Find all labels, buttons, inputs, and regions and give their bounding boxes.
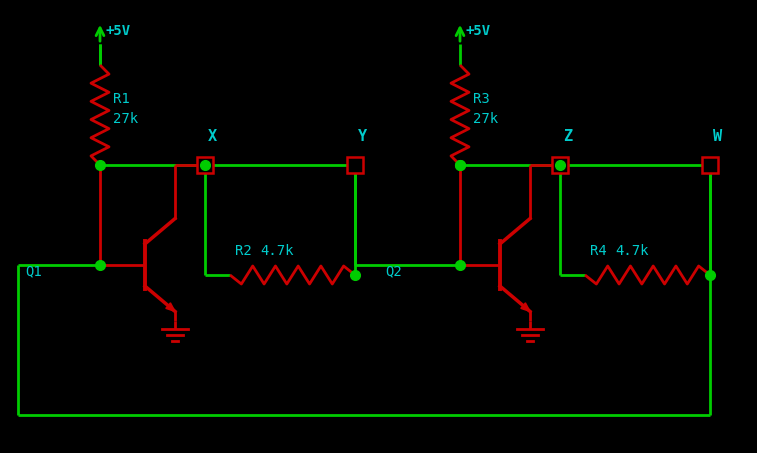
Text: R2: R2 — [235, 244, 252, 258]
Text: X: X — [208, 129, 217, 144]
Text: +5V: +5V — [106, 24, 131, 38]
Text: W: W — [713, 129, 722, 144]
Text: 27k: 27k — [473, 112, 498, 126]
Text: R4: R4 — [590, 244, 607, 258]
Bar — [552, 157, 568, 173]
Text: Q2: Q2 — [385, 264, 402, 278]
Text: 4.7k: 4.7k — [260, 244, 294, 258]
Text: Z: Z — [563, 129, 572, 144]
Text: 4.7k: 4.7k — [615, 244, 649, 258]
Bar — [197, 157, 213, 173]
Polygon shape — [521, 303, 530, 311]
Text: +5V: +5V — [466, 24, 491, 38]
Text: 27k: 27k — [113, 112, 138, 126]
Bar — [702, 157, 718, 173]
Text: R3: R3 — [473, 92, 490, 106]
Bar — [347, 157, 363, 173]
Text: Q1: Q1 — [25, 264, 42, 278]
Polygon shape — [166, 303, 175, 311]
Text: R1: R1 — [113, 92, 129, 106]
Text: Y: Y — [358, 129, 367, 144]
